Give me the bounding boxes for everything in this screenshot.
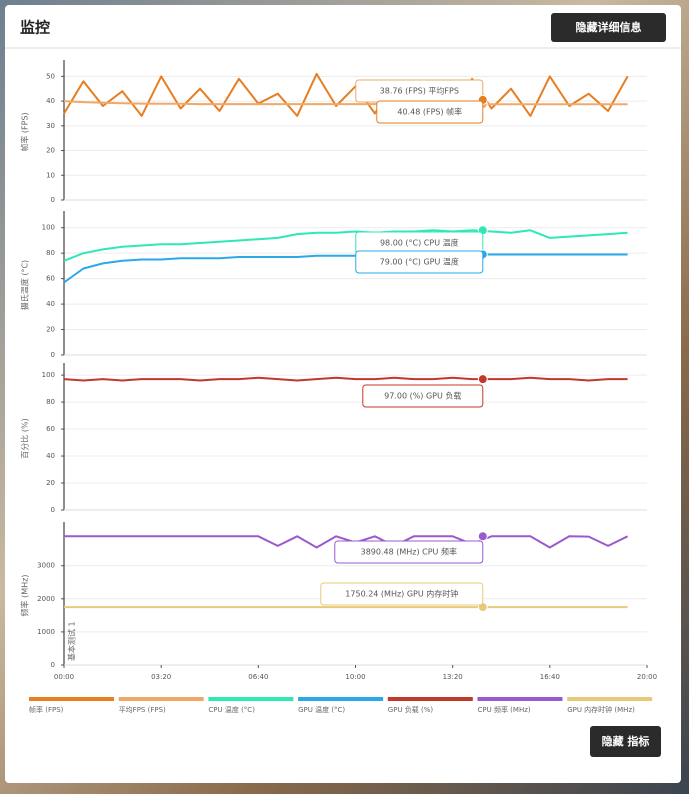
tooltip-label: 79.00 (°C) GPU 温度 — [380, 257, 459, 267]
legend-swatch — [29, 697, 114, 701]
y-tick-label: 0 — [51, 661, 55, 669]
tooltip-label: 97.00 (%) GPU 负载 — [384, 391, 461, 401]
y-tick-label: 0 — [51, 506, 55, 514]
y-tick-label: 10 — [46, 171, 55, 179]
legend-label: GPU 温度 (°C) — [298, 705, 345, 714]
legend-label: 平均FPS (FPS) — [119, 705, 166, 714]
x-tick-label: 00:00 — [54, 673, 74, 681]
tooltip-box — [376, 100, 484, 124]
tooltip-label: 98.00 (°C) CPU 温度 — [380, 238, 459, 248]
y-axis-label: 帧率 (FPS) — [20, 112, 30, 151]
x-tick-label: 16:40 — [540, 673, 560, 681]
y-tick-label: 2000 — [37, 595, 55, 603]
y-axis-label: 百分比 (%) — [20, 418, 30, 458]
hide-metrics-label[interactable]: 隐藏 指标 — [602, 734, 650, 748]
y-tick-label: 1000 — [37, 628, 55, 636]
legend-label: GPU 内存时钟 (MHz) — [567, 705, 635, 714]
legend-label: GPU 负载 (%) — [388, 705, 434, 714]
hide-details-button[interactable] — [551, 13, 666, 42]
y-tick-label: 100 — [42, 224, 55, 232]
y-tick-label: 3000 — [37, 562, 55, 570]
legend-swatch — [387, 697, 473, 701]
tooltip-box — [355, 250, 484, 274]
y-tick-label: 80 — [46, 249, 55, 257]
annotation: 基本测试 1 — [67, 621, 77, 661]
legend-swatch — [208, 697, 294, 701]
tooltip-box — [334, 540, 484, 564]
series-line — [63, 229, 628, 262]
x-tick-label: 10:00 — [345, 673, 365, 681]
y-tick-label: 40 — [46, 97, 55, 105]
tooltip-box — [362, 384, 484, 408]
legend-swatch — [118, 697, 204, 701]
series-line — [64, 535, 629, 549]
y-axis-label: 摄氏温度 (°C) — [20, 260, 30, 310]
y-tick-label: 30 — [46, 122, 55, 130]
series-line — [63, 100, 628, 106]
y-axis-label: 频率 (MHz) — [20, 575, 30, 617]
legend-label: CPU 频率 (MHz) — [478, 705, 531, 714]
legend-label: 帧率 (FPS) — [29, 705, 64, 714]
legend-swatch — [298, 697, 384, 701]
hide-metrics-button[interactable] — [590, 726, 661, 757]
series-line — [63, 376, 628, 382]
y-tick-label: 20 — [46, 147, 55, 155]
y-tick-label: 80 — [46, 398, 55, 406]
y-tick-label: 40 — [46, 452, 55, 460]
series-line — [63, 253, 628, 284]
y-tick-label: 60 — [46, 425, 55, 433]
tooltip-label: 3890.48 (MHz) CPU 频率 — [361, 547, 457, 557]
legend-swatch — [567, 697, 653, 701]
series-line — [63, 72, 629, 117]
panel — [5, 5, 681, 783]
y-tick-label: 0 — [51, 351, 55, 359]
tooltip-box — [320, 582, 484, 606]
y-tick-label: 20 — [46, 326, 55, 334]
x-tick-label: 20:00 — [637, 673, 657, 681]
tooltip-label: 38.76 (FPS) 平均FPS — [380, 86, 459, 96]
x-tick-label: 13:20 — [443, 673, 463, 681]
legend-swatch — [477, 697, 563, 701]
x-tick-label: 06:40 — [248, 673, 268, 681]
tooltip-marker — [477, 531, 488, 542]
y-tick-label: 100 — [42, 371, 55, 379]
legend-label: CPU 温度 (°C) — [208, 705, 255, 714]
y-tick-label: 50 — [46, 72, 55, 80]
y-tick-label: 40 — [46, 300, 55, 308]
y-tick-label: 20 — [46, 479, 55, 487]
title: 监控 — [20, 19, 50, 37]
tooltip-marker — [477, 374, 488, 385]
x-tick-label: 03:20 — [151, 673, 171, 681]
y-tick-label: 0 — [51, 196, 55, 204]
tooltip-label: 40.48 (FPS) 帧率 — [397, 107, 462, 117]
hide-details-label[interactable]: 隐藏详细信息 — [576, 20, 642, 34]
tooltip-label: 1750.24 (MHz) GPU 内存时钟 — [345, 589, 458, 599]
y-tick-label: 60 — [46, 275, 55, 283]
